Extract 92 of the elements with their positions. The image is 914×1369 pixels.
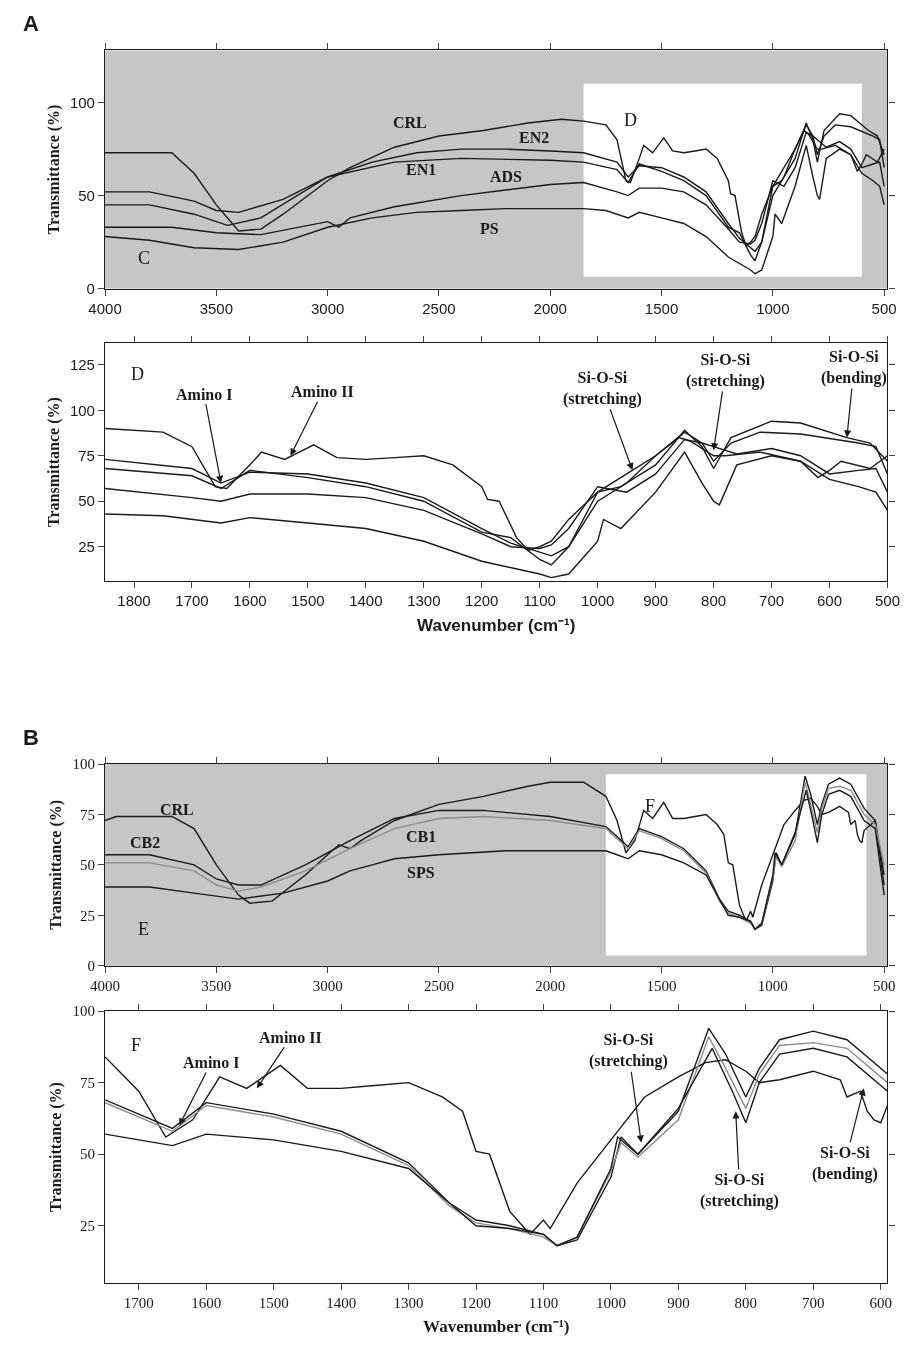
x-tick-label: 3500: [201, 977, 232, 994]
annotation: Si-O-Si (stretching): [686, 351, 765, 390]
series-label: PS: [480, 220, 499, 237]
annotation: Amino II: [259, 1029, 322, 1046]
x-tick-label: 1200: [465, 592, 499, 610]
x-tick-label: 1700: [123, 1295, 154, 1312]
x-tick-label: 600: [869, 1295, 892, 1312]
x-tick-label: 1100: [523, 592, 556, 610]
series-label: CB2: [130, 834, 161, 851]
x-tick-label: 1500: [291, 592, 325, 610]
x-tick-label: 3000: [312, 977, 343, 994]
y-tick-label: 75: [79, 1074, 95, 1091]
x-tick-label: 3000: [310, 299, 345, 317]
x-axis-title: Wavenumber (cm⁻¹): [417, 615, 576, 635]
annotation: C: [138, 248, 151, 268]
annotation: F: [131, 1035, 142, 1055]
annotation: Si-O-Si (bending): [812, 1144, 878, 1183]
x-tick-label: 1500: [644, 299, 679, 317]
band-label: D: [624, 110, 637, 130]
x-tick-label: 1000: [757, 977, 788, 994]
annotation: Si-O-Si (stretching): [700, 1171, 779, 1210]
series-label: SPS: [407, 864, 435, 881]
x-tick-label: 500: [871, 299, 897, 317]
chart-title: B: [23, 725, 39, 750]
x-tick-label: 600: [817, 592, 843, 610]
y-tick-label: 100: [69, 93, 95, 111]
x-tick-label: 1200: [461, 1295, 492, 1312]
x-tick-label: 2000: [533, 299, 567, 317]
x-tick-label: 1400: [326, 1295, 357, 1312]
x-tick-label: 1000: [581, 592, 615, 610]
x-tick-label: 900: [643, 592, 669, 610]
annotation: Si-O-Si (stretching): [589, 1031, 668, 1070]
y-tick-label: 100: [69, 401, 95, 419]
x-tick-label: 500: [874, 592, 900, 610]
series-label: ADS: [490, 168, 523, 185]
annotation: Si-O-Si (bending): [821, 348, 887, 387]
x-tick-label: 4000: [88, 299, 122, 317]
x-tick-label: 800: [701, 592, 727, 610]
y-tick-label: 75: [78, 447, 95, 465]
y-tick-label: 25: [79, 1217, 95, 1234]
band-label: F: [645, 796, 656, 816]
series-label: EN1: [406, 161, 437, 178]
y-tick-label: 25: [79, 907, 95, 924]
x-tick-label: 700: [802, 1295, 825, 1312]
y-tick-label: 100: [72, 756, 95, 773]
x-axis-title: Wavenumber (cm⁻¹): [423, 1317, 570, 1337]
chart-title: A: [23, 11, 39, 36]
y-tick-label: 50: [79, 1146, 95, 1163]
y-axis-title: Transmittance (%): [47, 1082, 66, 1212]
x-tick-label: 3500: [199, 299, 234, 317]
annotation: Si-O-Si (stretching): [563, 369, 642, 408]
x-tick-label: 1600: [233, 592, 267, 610]
x-tick-label: 4000: [90, 977, 121, 994]
x-tick-label: 1300: [407, 592, 441, 610]
annotation: Amino I: [176, 386, 233, 403]
y-tick-label: 75: [79, 806, 95, 823]
y-tick-label: 100: [72, 1003, 95, 1020]
y-axis-title: Transmittance (%): [47, 799, 66, 930]
x-tick-label: 900: [667, 1295, 690, 1312]
series-label: CB1: [406, 828, 437, 845]
series-label: CRL: [160, 801, 194, 818]
annotation: Amino I: [183, 1054, 240, 1071]
x-tick-label: 1600: [191, 1295, 222, 1312]
y-tick-label: 50: [78, 186, 95, 204]
y-tick-label: 25: [78, 537, 95, 555]
x-tick-label: 800: [734, 1295, 758, 1312]
y-tick-label: 50: [79, 857, 95, 874]
annotation: D: [131, 364, 144, 384]
series-label: EN2: [519, 129, 550, 146]
x-tick-label: 1300: [393, 1295, 424, 1312]
x-tick-label: 2000: [535, 977, 566, 994]
x-tick-label: 1500: [258, 1295, 289, 1312]
x-tick-label: 2500: [422, 299, 456, 317]
y-tick-label: 50: [78, 492, 95, 510]
series-label: CRL: [393, 114, 427, 131]
y-tick-label: 0: [86, 279, 95, 297]
x-tick-label: 2500: [423, 977, 454, 994]
y-axis-title: Transmittance (%): [44, 104, 63, 235]
annotation: Amino II: [291, 383, 354, 400]
x-tick-label: 1800: [117, 592, 151, 610]
x-tick-label: 1500: [646, 977, 677, 994]
y-tick-label: 125: [69, 356, 95, 374]
x-tick-label: 1700: [175, 592, 209, 610]
x-tick-label: 1400: [349, 592, 383, 610]
x-tick-label: 1000: [756, 299, 790, 317]
x-tick-label: 1100: [528, 1295, 559, 1312]
y-tick-label: 0: [87, 957, 95, 974]
x-tick-label: 500: [872, 977, 896, 994]
annotation: E: [138, 919, 149, 939]
y-axis-title: Transmittance (%): [44, 397, 63, 528]
x-tick-label: 700: [759, 592, 785, 610]
x-tick-label: 1000: [595, 1295, 626, 1312]
